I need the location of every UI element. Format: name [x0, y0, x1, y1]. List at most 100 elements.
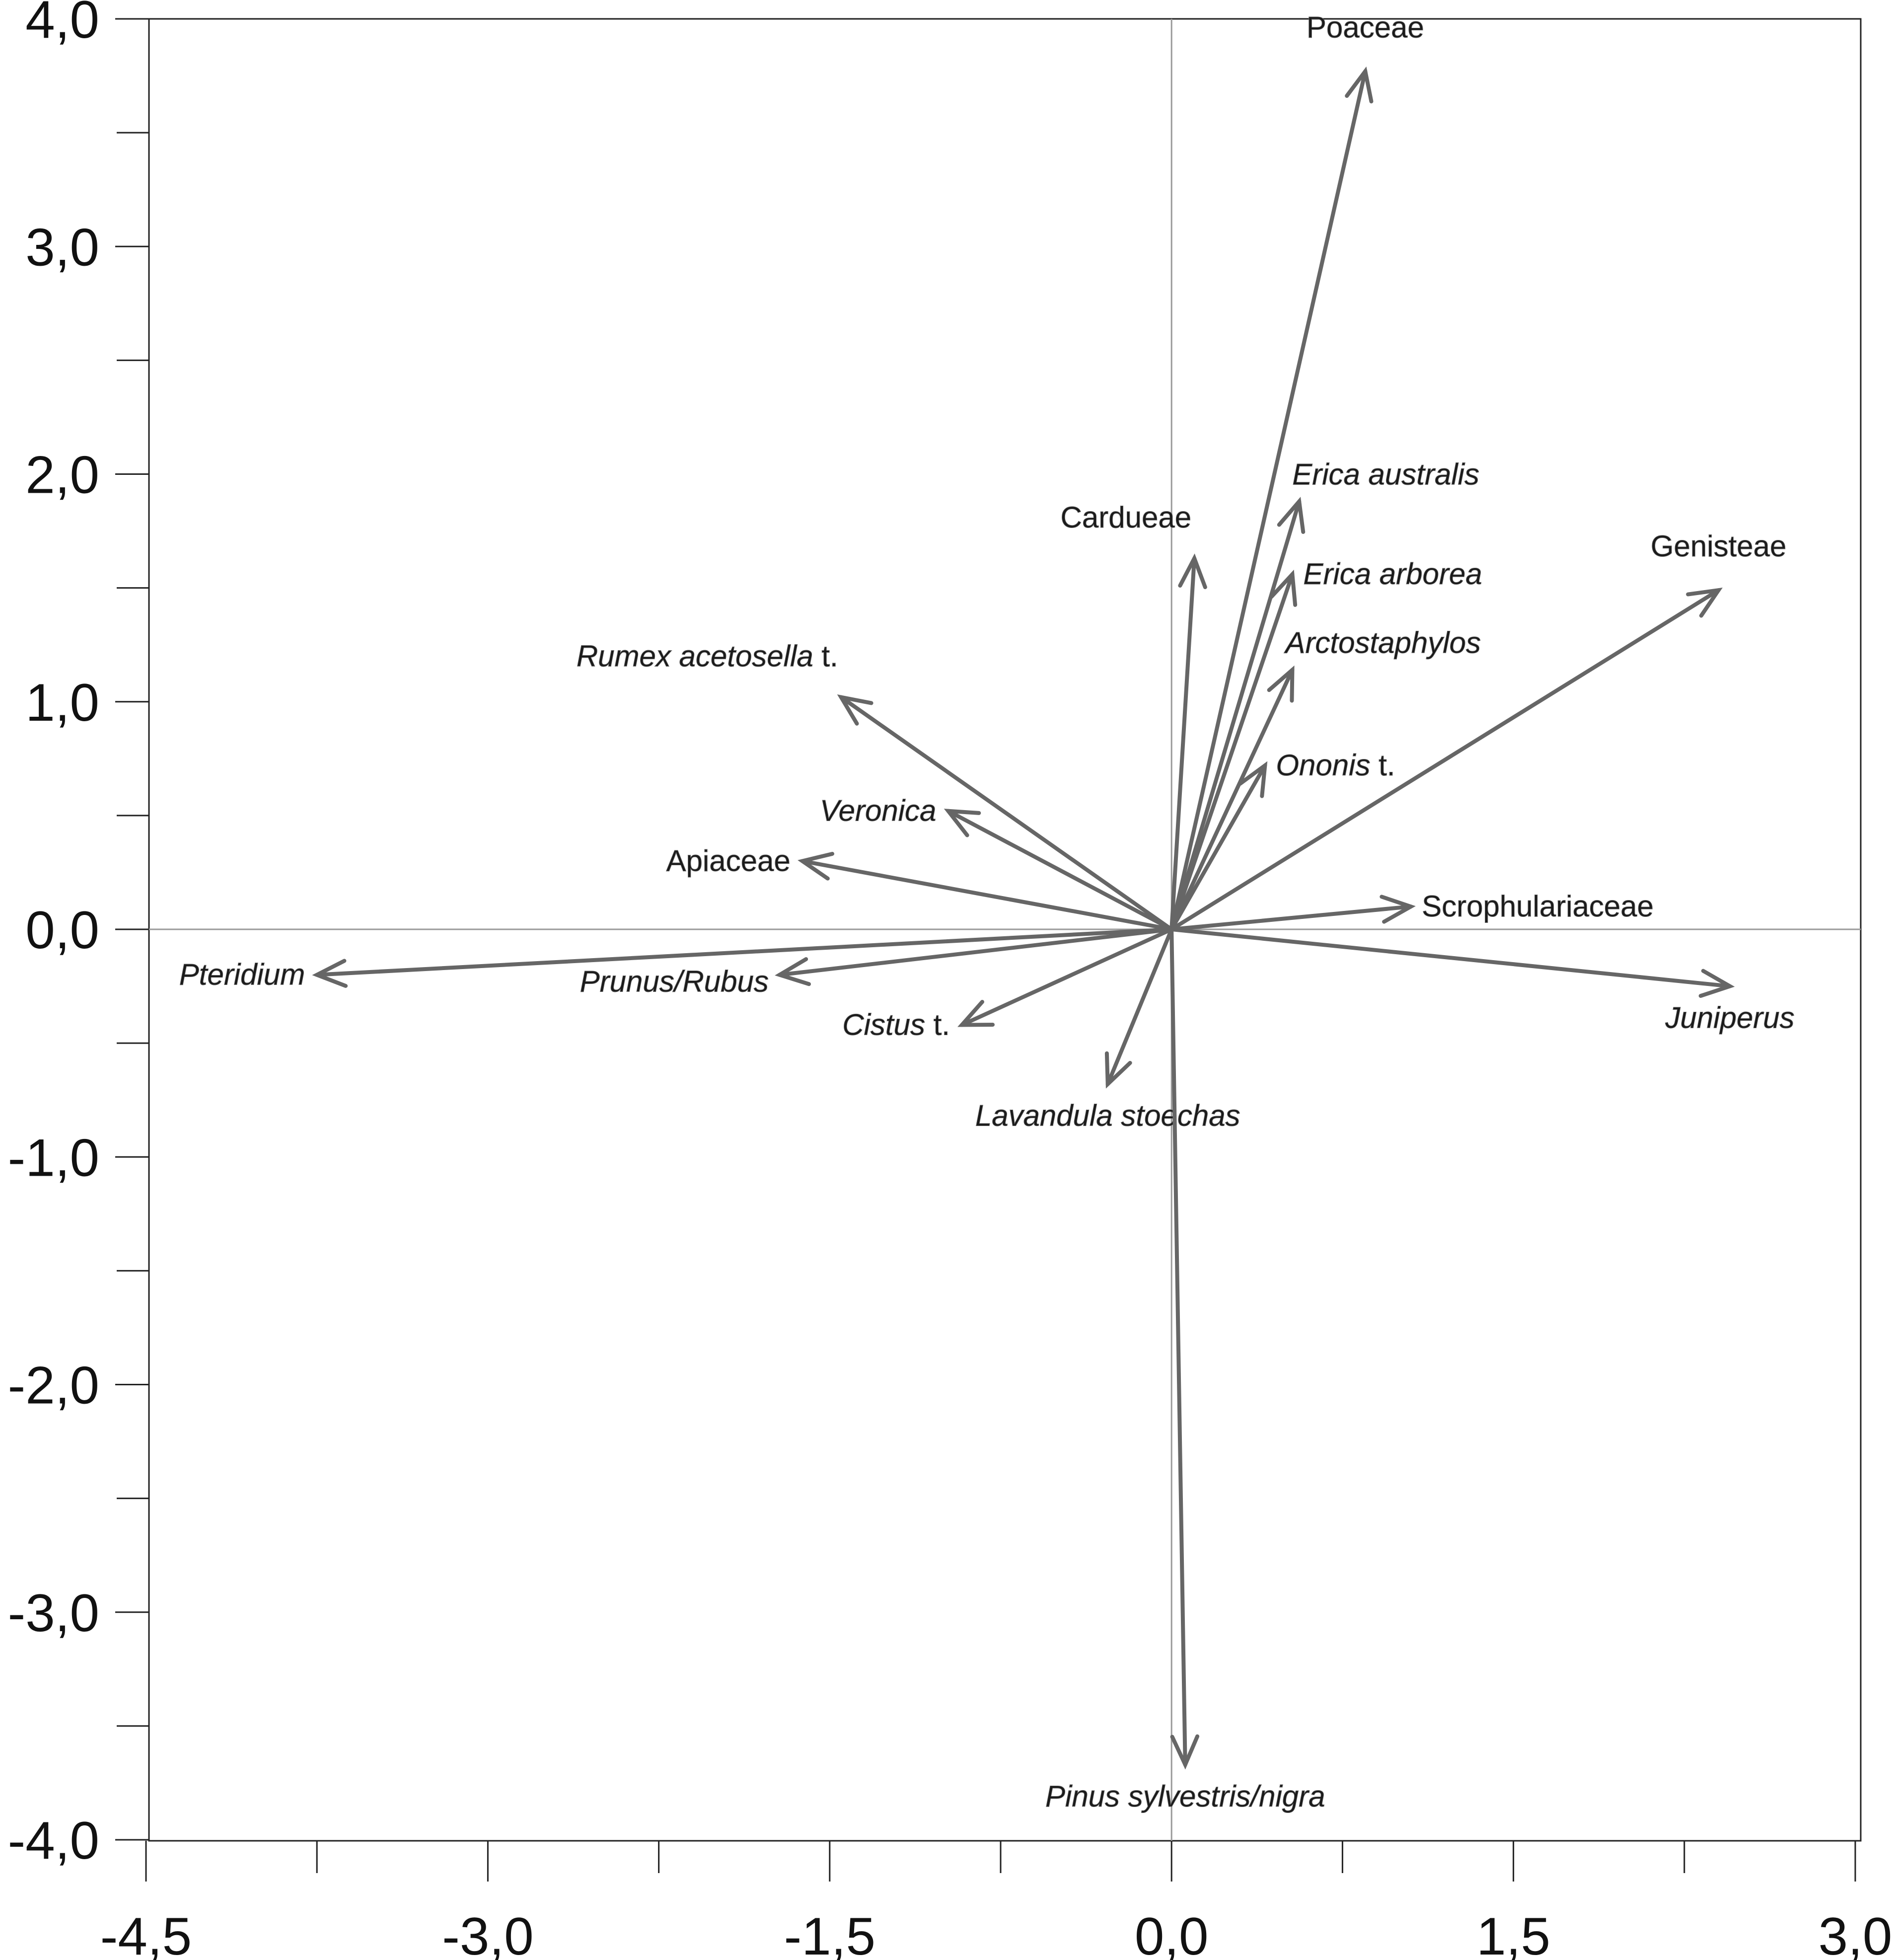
- x-tick-label: 1,5: [1476, 1906, 1550, 1960]
- vector-erica-australis: Erica australis: [1169, 457, 1479, 931]
- vector-erica-arborea: Erica arborea: [1169, 557, 1482, 931]
- vector-shaft: [1169, 905, 1413, 931]
- vector-cardueae: Cardueae: [1060, 501, 1207, 931]
- vector-scrophulariaceae: Scrophulariaceae: [1169, 890, 1654, 931]
- label-segment: Apiaceae: [666, 844, 791, 878]
- label-segment: Rumex acetosella: [577, 640, 813, 673]
- vector-label-cistus: Cistus t.: [842, 1008, 950, 1041]
- vector-prunus-rubus: Prunus/Rubus: [580, 927, 1174, 998]
- vector-label-pinus: Pinus sylvestris/nigra: [1045, 1780, 1325, 1813]
- label-segment: Cardueae: [1061, 501, 1192, 534]
- y-tick-label: 1,0: [25, 673, 99, 732]
- vector-genisteae: Genisteae: [1169, 529, 1787, 931]
- vector-shaft: [777, 927, 1174, 977]
- vector-pinus: Pinus sylvestris/nigra: [1045, 927, 1325, 1813]
- vector-shaft: [1169, 763, 1267, 931]
- vector-shaft: [1169, 556, 1197, 931]
- vector-label-arctostaphylos: Arctostaphylos: [1284, 626, 1481, 660]
- vector-poaceae: Poaceae: [1169, 10, 1424, 931]
- x-tick-label: 3,0: [1819, 1906, 1893, 1960]
- label-segment: Poaceae: [1307, 10, 1424, 44]
- arrow-head: [1698, 969, 1735, 998]
- label-segment: Lavandula stoechas: [975, 1099, 1240, 1132]
- vector-label-apiaceae: Apiaceae: [666, 844, 791, 878]
- arrow-head: [1269, 569, 1298, 607]
- label-segment: Scrophulariaceae: [1422, 890, 1654, 923]
- vector-label-erica-australis: Erica australis: [1292, 457, 1479, 491]
- vector-shaft: [800, 859, 1174, 931]
- arrow-head: [1686, 588, 1723, 618]
- y-axis: 4,0 3,0 2,0 1,0 0,0 -1,0 -2,0 -3,0 -4,0: [8, 0, 149, 1870]
- arrow-head: [312, 959, 348, 988]
- arrow-head: [944, 809, 981, 837]
- vector-label-poaceae: Poaceae: [1307, 10, 1424, 44]
- vector-shaft: [1169, 572, 1295, 931]
- arrow-head: [1380, 895, 1416, 924]
- y-tick-label: -3,0: [8, 1583, 99, 1643]
- vector-lavandula: Lavandula stoechas: [975, 927, 1240, 1132]
- vector-label-prunus-rubus: Prunus/Rubus: [580, 965, 769, 998]
- vector-ononis: Ononis t.: [1169, 749, 1395, 931]
- vector-juniperus: Juniperus: [1169, 927, 1795, 1035]
- arrow-head: [775, 957, 811, 986]
- vector-label-juniperus: Juniperus: [1665, 1001, 1795, 1035]
- x-tick-label: -1,5: [784, 1906, 875, 1960]
- vector-shaft: [315, 927, 1174, 977]
- y-tick-label: -2,0: [8, 1356, 99, 1415]
- vector-shaft: [1169, 927, 1187, 1767]
- label-segment: Genisteae: [1651, 529, 1787, 563]
- label-segment: Erica arborea: [1303, 557, 1482, 591]
- vector-label-pteridium: Pteridium: [179, 958, 305, 991]
- arrow-head: [1178, 553, 1207, 590]
- y-tick-label: 3,0: [25, 217, 99, 277]
- vector-label-genisteae: Genisteae: [1651, 529, 1787, 563]
- label-segment: Erica australis: [1292, 457, 1479, 491]
- arrow-head: [1170, 1734, 1200, 1770]
- label-segment: Prunus/Rubus: [580, 965, 769, 998]
- vector-rumex: Rumex acetosella t.: [576, 639, 1174, 931]
- label-segment: Veronica: [820, 794, 937, 828]
- label-segment: Pteridium: [179, 958, 305, 991]
- vector-shaft: [1169, 499, 1302, 931]
- arrow-head: [1267, 665, 1295, 703]
- y-tick-label: 4,0: [25, 0, 99, 49]
- vector-shaft: [1169, 668, 1295, 931]
- arrow-head: [837, 694, 874, 726]
- y-tick-label: 0,0: [25, 900, 99, 960]
- arrow-head: [1277, 497, 1306, 534]
- label-segment: Ononis: [1276, 749, 1370, 782]
- x-tick-label: -3,0: [442, 1906, 533, 1960]
- arrow-head: [1345, 66, 1374, 104]
- x-tick-label: 0,0: [1135, 1906, 1209, 1960]
- label-segment: Arctostaphylos: [1284, 626, 1481, 660]
- vector-label-erica-arborea: Erica arborea: [1303, 557, 1482, 591]
- arrow-head: [1104, 1051, 1132, 1089]
- vector-label-scrophulariaceae: Scrophulariaceae: [1422, 890, 1654, 923]
- vector-label-rumex: Rumex acetosella t.: [577, 640, 838, 673]
- vector-shaft: [946, 809, 1174, 931]
- vector-arctostaphylos: Arctostaphylos: [1169, 626, 1481, 931]
- vector-apiaceae: Apiaceae: [666, 844, 1174, 931]
- label-segment: t.: [813, 640, 838, 673]
- vector-label-ononis: Ononis t.: [1276, 749, 1395, 782]
- vector-shaft: [1169, 69, 1368, 931]
- label-segment: t.: [1370, 749, 1395, 782]
- arrow-head: [798, 851, 834, 881]
- arrow-head: [1238, 761, 1268, 798]
- label-segment: Cistus: [842, 1008, 925, 1041]
- y-tick-label: -4,0: [8, 1810, 99, 1870]
- vector-label-cardueae: Cardueae: [1061, 501, 1192, 534]
- label-segment: Pinus sylvestris/nigra: [1045, 1780, 1325, 1813]
- vector-label-lavandula: Lavandula stoechas: [975, 1099, 1240, 1132]
- label-segment: Juniperus: [1665, 1001, 1795, 1035]
- vector-shaft: [839, 695, 1174, 931]
- vector-shaft: [1169, 588, 1721, 931]
- y-tick-label: 2,0: [25, 445, 99, 505]
- vector-pteridium: Pteridium: [179, 927, 1174, 991]
- arrow-head: [957, 999, 995, 1027]
- vector-label-veronica: Veronica: [820, 794, 937, 828]
- vector-shaft: [1105, 927, 1174, 1086]
- label-segment: t.: [925, 1008, 950, 1041]
- vector-veronica: Veronica: [819, 794, 1174, 931]
